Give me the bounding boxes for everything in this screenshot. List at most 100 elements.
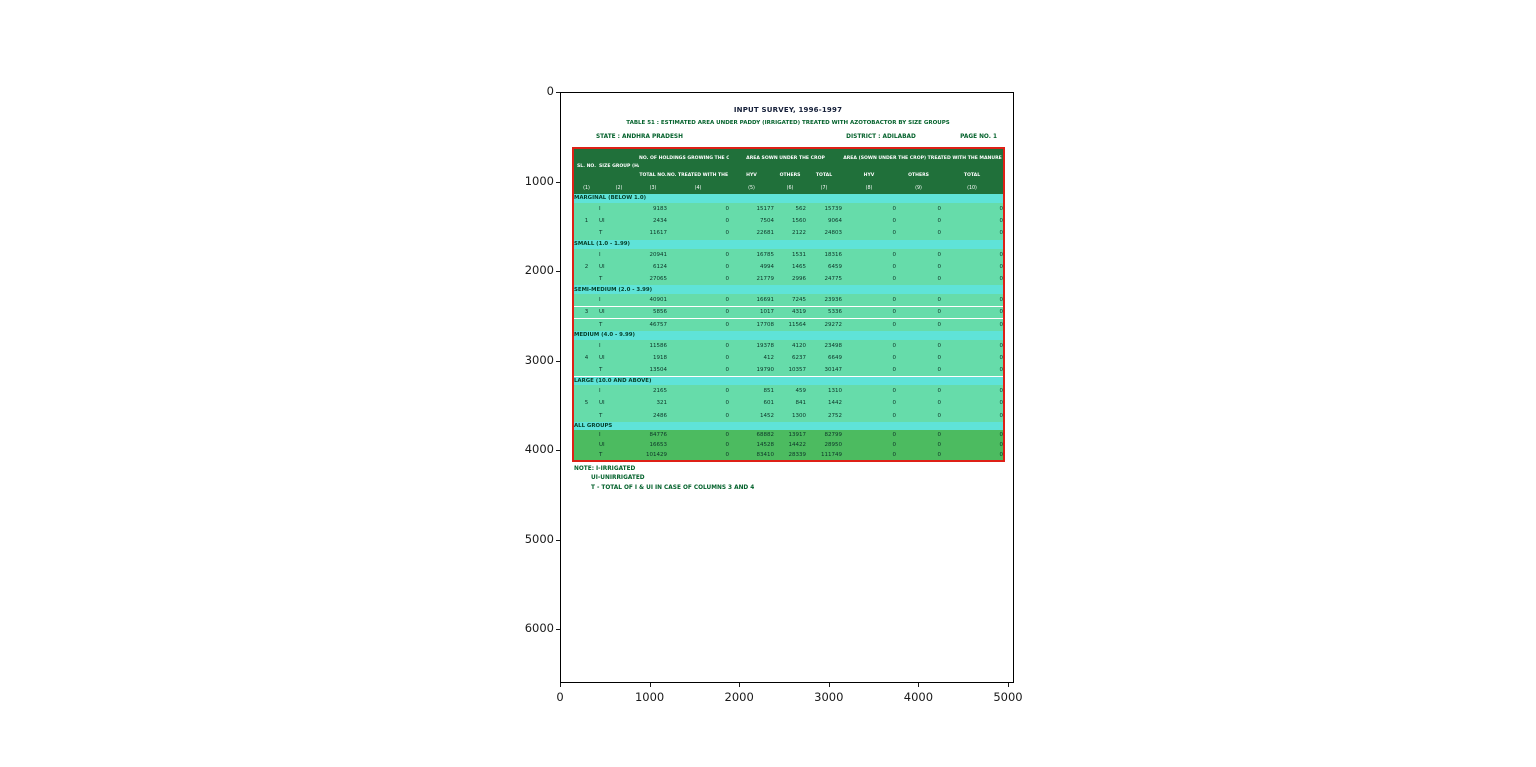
value-cell: 1531 — [774, 248, 806, 261]
header-total-no: TOTAL NO. — [639, 168, 667, 184]
header-others-sown: OTHERS — [774, 168, 806, 184]
column-number: (9) — [896, 184, 942, 194]
value-cell: 16785 — [729, 248, 774, 261]
value-cell: 2165 — [639, 385, 667, 398]
y-tick-label: 4000 — [524, 442, 554, 456]
value-cell: 0 — [667, 294, 729, 307]
value-cell: 2122 — [774, 227, 806, 240]
table-row: 1 UI 2434 0 7504 1560 9064 0 0 0 — [573, 215, 1005, 228]
value-cell: 459 — [774, 385, 806, 398]
value-cell: 5336 — [806, 306, 843, 320]
note-line: NOTE: I-IRRIGATED — [574, 466, 636, 472]
value-cell: 1918 — [639, 351, 667, 365]
row-label: I — [599, 248, 639, 261]
value-cell: 0 — [941, 409, 1005, 422]
value-cell: 46757 — [639, 318, 667, 331]
value-cell: 16653 — [639, 440, 667, 451]
value-cell: 0 — [842, 397, 897, 410]
table-row: T 11617 0 22681 2122 24803 0 0 0 — [573, 227, 1005, 240]
value-cell: 0 — [896, 339, 942, 352]
header-sl-no: SL. NO. — [573, 148, 599, 184]
value-cell: 18316 — [806, 248, 843, 261]
value-cell: 7245 — [774, 294, 806, 307]
value-cell: 1452 — [729, 409, 774, 422]
value-cell: 0 — [941, 440, 1005, 451]
group-title: MARGINAL (BELOW 1.0) — [573, 194, 1005, 203]
document-subtitle: TABLE 51 : ESTIMATED AREA UNDER PADDY (I… — [626, 120, 950, 126]
group-title: ALL GROUPS — [573, 421, 1005, 430]
value-cell: 27065 — [639, 272, 667, 286]
value-cell: 0 — [896, 385, 942, 398]
x-tick-label: 3000 — [814, 690, 844, 704]
tick-mark — [556, 360, 560, 362]
table-row: T 27065 0 21779 2996 24775 0 0 0 — [573, 272, 1005, 286]
value-cell: 0 — [941, 306, 1005, 320]
group-title-row: MARGINAL (BELOW 1.0) — [573, 194, 1005, 203]
value-cell: 0 — [667, 318, 729, 331]
value-cell: 0 — [842, 203, 897, 216]
serial-number-cell — [573, 429, 599, 441]
note-line: T - TOTAL OF I & UI IN CASE OF COLUMNS 3… — [591, 484, 755, 491]
row-label: T — [599, 364, 639, 377]
value-cell: 16691 — [729, 294, 774, 307]
size-group-section: LARGE (10.0 AND ABOVE) I 2165 0 851 459 1310 0 0… — [573, 375, 1005, 422]
value-cell: 24775 — [806, 272, 843, 286]
row-label: UI — [599, 397, 639, 410]
value-cell: 0 — [896, 227, 942, 240]
value-cell: 7504 — [729, 215, 774, 228]
value-cell: 9183 — [639, 203, 667, 216]
group-title: SMALL (1.0 - 1.99) — [573, 239, 1005, 249]
value-cell: 0 — [842, 215, 897, 228]
table-row: 4 UI 1918 0 412 6237 6649 0 0 0 — [573, 351, 1005, 365]
value-cell: 0 — [941, 203, 1005, 216]
value-cell: 0 — [896, 364, 942, 377]
tick-mark — [649, 683, 651, 687]
table-header: SL. NO. SIZE GROUP (HA.) NO. OF HOLDINGS… — [573, 148, 1005, 194]
value-cell: 0 — [941, 450, 1005, 462]
value-cell: 851 — [729, 385, 774, 398]
value-cell: 0 — [941, 227, 1005, 240]
value-cell: 0 — [667, 351, 729, 365]
value-cell: 0 — [842, 294, 897, 307]
value-cell: 1017 — [729, 306, 774, 320]
x-tick-label: 5000 — [993, 690, 1023, 704]
serial-number-cell: 1 — [573, 215, 599, 228]
value-cell: 0 — [667, 385, 729, 398]
value-cell: 1560 — [774, 215, 806, 228]
tick-mark — [560, 683, 561, 687]
value-cell: 6237 — [774, 351, 806, 365]
column-number: (3) — [639, 184, 667, 194]
value-cell: 11564 — [774, 318, 806, 331]
serial-number-cell: 4 — [573, 351, 599, 365]
serial-number-cell — [573, 450, 599, 462]
value-cell: 2486 — [639, 409, 667, 422]
table-row: T 13504 0 19790 10357 30147 0 0 0 — [573, 364, 1005, 377]
value-cell: 0 — [667, 260, 729, 273]
value-cell: 0 — [941, 318, 1005, 331]
serial-number-cell — [573, 294, 599, 307]
row-label: I — [599, 385, 639, 398]
tick-mark — [556, 539, 560, 541]
y-tick-label: 3000 — [524, 352, 554, 367]
serial-number-cell — [573, 318, 599, 331]
value-cell: 30147 — [806, 364, 843, 377]
table-row: T 2486 0 1452 1300 2752 0 0 0 — [573, 409, 1005, 422]
value-cell: 0 — [667, 248, 729, 261]
value-cell: 0 — [896, 203, 942, 216]
value-cell: 0 — [941, 215, 1005, 228]
value-cell: 13504 — [639, 364, 667, 377]
group-title-row: SEMI-MEDIUM (2.0 - 3.99) — [573, 285, 1005, 295]
header-total-treated: TOTAL — [941, 168, 1005, 184]
value-cell: 0 — [667, 272, 729, 286]
value-cell: 22681 — [729, 227, 774, 240]
header-size-group: SIZE GROUP (HA.) — [599, 148, 639, 184]
value-cell: 0 — [941, 260, 1005, 273]
page-number-label: PAGE NO. 1 — [960, 134, 997, 140]
table-row: I 9183 0 15177 562 15739 0 0 0 — [573, 203, 1005, 216]
value-cell: 0 — [896, 409, 942, 422]
value-cell: 0 — [941, 272, 1005, 286]
value-cell: 83410 — [729, 450, 774, 462]
column-number: (4) — [667, 184, 729, 194]
row-label: UI — [599, 215, 639, 228]
value-cell: 23498 — [806, 339, 843, 352]
